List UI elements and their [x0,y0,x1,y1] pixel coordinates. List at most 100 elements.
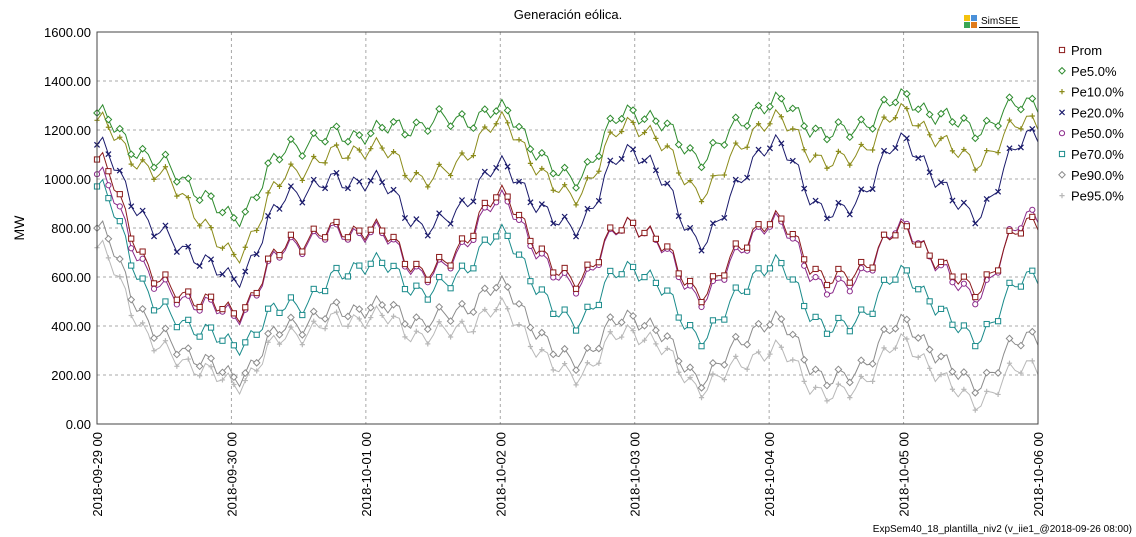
data-point [949,279,956,286]
data-point [127,295,136,304]
data-point [252,193,261,202]
data-point [208,364,214,370]
data-point [846,328,853,335]
x-tick-label: 2018-10-03 00 [628,432,643,517]
data-point [1058,170,1066,179]
data-point [640,115,649,124]
data-point [858,258,865,266]
data-point [801,147,807,153]
data-point [115,255,124,263]
data-point [116,167,123,174]
data-point [995,391,1001,398]
data-point [196,303,203,311]
data-point [299,248,306,255]
series-pe95-0- [94,239,1039,413]
data-point [505,306,511,312]
data-point [686,363,695,372]
data-point [789,276,796,283]
data-point [1018,126,1024,132]
data-point [368,146,374,152]
data-point [390,149,397,155]
y-tick-label: 800.00 [51,221,91,236]
data-point [117,134,123,140]
data-point [641,274,648,281]
data-point [207,192,215,200]
data-point [982,116,991,125]
data-point [322,160,328,166]
data-point [698,199,705,205]
x-tick-label: 2018-10-01 00 [359,432,374,517]
data-point [458,235,466,242]
data-point [321,314,330,323]
data-point [720,141,729,149]
data-point [777,94,786,103]
logo-text: SimSEE [979,15,1021,28]
data-point [994,267,1002,274]
data-point [458,110,466,118]
data-point [573,382,579,388]
data-point [664,287,671,294]
data-point [904,336,910,342]
legend-label: Pe10.0% [1071,85,1124,100]
data-point [607,329,613,335]
legend: Prom Pe5.0% Pe10.0% Pe20.0% Pe50.0% Pe70.0% Pe… [1058,43,1124,204]
data-point [311,318,317,324]
data-point [653,135,659,141]
data-point [744,366,750,372]
grid [97,31,1038,424]
data-point [652,235,659,242]
y-tick-label: 1200.00 [44,123,91,138]
data-point [436,161,442,167]
data-point [127,150,136,159]
data-point [527,160,534,166]
x-tick-label: 2018-10-06 00 [1031,432,1046,517]
data-point [903,135,910,142]
data-point [915,286,922,293]
data-point [344,312,352,321]
data-point [754,319,763,328]
data-point [573,202,579,208]
data-point [960,322,967,329]
data-point [892,232,899,239]
data-point [834,118,843,126]
data-point [150,280,158,287]
data-point [105,255,112,261]
data-point [640,321,649,330]
data-point [379,227,386,234]
data-point [229,373,238,382]
data-point [767,351,773,357]
y-tick-label: 1600.00 [44,25,91,40]
data-point [116,191,123,198]
data-point [789,157,796,164]
data-point [162,222,169,229]
data-point [710,371,716,377]
data-point [162,271,169,278]
data-point [413,170,419,176]
data-point [242,304,249,311]
data-point [254,368,260,374]
data-point [515,211,523,219]
data-point [550,269,557,276]
series-pe20-0- [93,125,1039,289]
data-point [286,135,295,144]
data-point [311,153,317,160]
data-point [948,118,957,126]
data-point [937,258,945,265]
data-point [412,118,421,127]
data-point [550,367,556,373]
data-point [128,161,134,167]
data-point [641,157,648,164]
data-point [459,318,465,324]
data-point [561,264,568,272]
data-point [423,127,432,136]
data-point [231,251,237,258]
data-point [663,332,672,340]
data-point [196,333,203,340]
data-point [504,163,511,170]
data-point [526,323,535,332]
data-point [788,330,797,339]
series-pe10-0- [94,102,1039,264]
data-point [435,302,444,311]
data-point [892,115,899,121]
y-tick-label: 0.00 [66,417,91,432]
